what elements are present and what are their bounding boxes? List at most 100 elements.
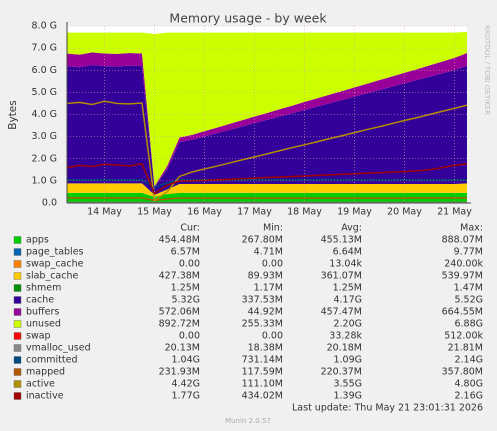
last-update: Last update: Thu May 21 23:01:31 2026 bbox=[292, 403, 483, 414]
y-tick-label: 0.0 bbox=[42, 198, 57, 209]
legend-swatch bbox=[13, 248, 22, 256]
legend-swatch bbox=[13, 236, 22, 244]
legend-stat: 20.18M bbox=[327, 343, 362, 354]
legend-stat: 231.93M bbox=[159, 367, 200, 378]
legend-stat: 20.13M bbox=[165, 343, 200, 354]
legend-header: Max: bbox=[460, 223, 483, 234]
line bbox=[66, 163, 468, 195]
y-tick-label: 2.0 G bbox=[32, 153, 58, 164]
y-tick-label: 6.0 G bbox=[32, 65, 58, 76]
legend-stat: 117.59M bbox=[242, 367, 283, 378]
legend-label: buffers bbox=[26, 307, 59, 318]
legend-stat: 9.77M bbox=[454, 247, 483, 258]
legend-stat: 337.53M bbox=[242, 295, 283, 306]
x-tick-label: 15 May bbox=[137, 207, 172, 218]
line bbox=[66, 100, 468, 202]
legend-stat: 3.55G bbox=[333, 379, 362, 390]
area bbox=[67, 32, 467, 187]
legend-stat: 240.00k bbox=[444, 259, 483, 270]
legend-swatch bbox=[13, 380, 22, 388]
legend-stat: 6.88G bbox=[454, 319, 483, 330]
legend-stat: 220.37M bbox=[321, 367, 362, 378]
legend-swatch bbox=[13, 332, 22, 340]
version: Munin 2.0.57 bbox=[225, 417, 271, 425]
area bbox=[67, 64, 467, 195]
legend-stat: 0.00 bbox=[179, 331, 200, 342]
legend-label: cache bbox=[26, 295, 54, 306]
legend-stat: 427.38M bbox=[159, 271, 200, 282]
legend-stat: 5.32G bbox=[171, 295, 200, 306]
legend-swatch bbox=[13, 368, 22, 376]
legend-stat: 1.04G bbox=[171, 355, 200, 366]
legend-stat: 21.81M bbox=[448, 343, 483, 354]
legend-label: unused bbox=[26, 319, 61, 330]
legend-stat: 455.13M bbox=[321, 235, 362, 246]
legend-header: Min: bbox=[263, 223, 283, 234]
y-tick-label: 3.0 G bbox=[32, 131, 58, 142]
x-tick-label: 19 May bbox=[337, 207, 372, 218]
legend-stat: 1.47M bbox=[454, 283, 483, 294]
chart-title: Memory usage - by week bbox=[169, 11, 327, 26]
legend-stat: 1.25M bbox=[333, 283, 362, 294]
x-tick-label: 20 May bbox=[387, 207, 422, 218]
legend-stat: 4.71M bbox=[254, 247, 283, 258]
legend-stat: 4.42G bbox=[171, 379, 200, 390]
x-tick-label: 17 May bbox=[237, 207, 272, 218]
legend-label: mapped bbox=[26, 367, 65, 378]
legend-stat: 111.10M bbox=[242, 379, 283, 390]
legend-stat: 6.57M bbox=[171, 247, 200, 258]
y-axis-label: Bytes bbox=[7, 100, 19, 129]
legend-stat: 1.77G bbox=[171, 391, 200, 402]
legend-stat: 454.48M bbox=[159, 235, 200, 246]
legend-stat: 18.38M bbox=[248, 343, 283, 354]
x-tick-label: 14 May bbox=[87, 207, 122, 218]
legend-stat: 888.07M bbox=[442, 235, 483, 246]
legend-stat: 255.33M bbox=[242, 319, 283, 330]
legend-stat: 33.28k bbox=[329, 331, 362, 342]
y-tick-label: 5.0 G bbox=[32, 87, 58, 98]
legend-stat: 0.00 bbox=[179, 259, 200, 270]
legend-stat: 434.02M bbox=[242, 391, 283, 402]
legend-stat: 5.52G bbox=[454, 295, 483, 306]
area bbox=[67, 52, 467, 188]
legend-stat: 539.97M bbox=[442, 271, 483, 282]
legend-stat: 4.80G bbox=[454, 379, 483, 390]
y-tick-label: 1.0 G bbox=[32, 175, 58, 186]
legend-swatch bbox=[13, 284, 22, 292]
legend-stat: 2.14G bbox=[454, 355, 483, 366]
legend-label: swap bbox=[26, 331, 51, 342]
legend-stat: 44.92M bbox=[248, 307, 283, 318]
legend-stat: 6.64M bbox=[333, 247, 362, 258]
legend-stat: 731.14M bbox=[242, 355, 283, 366]
legend-stat: 664.55M bbox=[442, 307, 483, 318]
legend-stat: 1.39G bbox=[333, 391, 362, 402]
legend-swatch bbox=[13, 260, 22, 268]
legend-stat: 89.93M bbox=[248, 271, 283, 282]
legend-label: slab_cache bbox=[26, 271, 78, 282]
legend-swatch bbox=[13, 272, 22, 280]
legend-swatch bbox=[13, 296, 22, 304]
legend-swatch bbox=[13, 392, 22, 400]
y-tick-label: 7.0 G bbox=[32, 43, 58, 54]
legend-stat: 1.25M bbox=[171, 283, 200, 294]
legend-stat: 357.80M bbox=[442, 367, 483, 378]
line bbox=[66, 178, 468, 188]
legend-label: active bbox=[26, 379, 55, 390]
y-tick-label: 4.0 G bbox=[32, 109, 58, 120]
legend-label: inactive bbox=[26, 391, 64, 402]
x-tick-label: 18 May bbox=[287, 207, 322, 218]
legend-swatch bbox=[13, 320, 22, 328]
legend-stat: 2.16G bbox=[454, 391, 483, 402]
legend-stat: 4.17G bbox=[333, 295, 362, 306]
legend-stat: 1.17M bbox=[254, 283, 283, 294]
legend-stat: 0.00 bbox=[262, 331, 283, 342]
legend-stat: 0.00 bbox=[262, 259, 283, 270]
y-tick-label: 8.0 G bbox=[32, 21, 58, 32]
x-tick-label: 16 May bbox=[187, 207, 222, 218]
legend-stat: 13.04k bbox=[329, 259, 362, 270]
legend-swatch bbox=[13, 344, 22, 352]
legend-stat: 2.20G bbox=[333, 319, 362, 330]
x-tick-label: 21 May bbox=[437, 207, 472, 218]
legend-header: Cur: bbox=[180, 223, 200, 234]
